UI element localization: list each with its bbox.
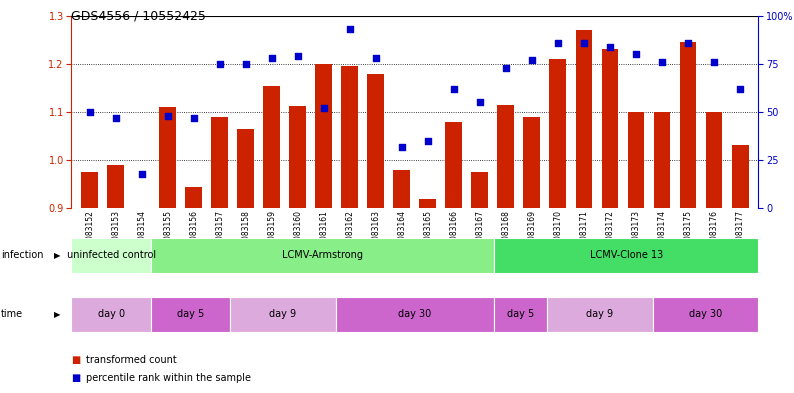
- Point: [214, 61, 226, 67]
- Bar: [264, 86, 280, 393]
- Bar: [151, 297, 230, 332]
- Text: day 30: day 30: [689, 309, 722, 320]
- Bar: [237, 129, 254, 393]
- Bar: [472, 172, 488, 393]
- Point: [630, 51, 642, 57]
- Bar: [706, 112, 723, 393]
- Point: [499, 64, 512, 71]
- Bar: [160, 107, 176, 393]
- Bar: [547, 297, 653, 332]
- Point: [656, 59, 669, 65]
- Bar: [549, 59, 566, 393]
- Bar: [185, 187, 202, 393]
- Point: [344, 26, 357, 32]
- Bar: [602, 50, 619, 393]
- Bar: [71, 238, 151, 273]
- Text: time: time: [1, 309, 23, 320]
- Text: day 9: day 9: [586, 309, 613, 320]
- Point: [369, 55, 382, 61]
- Bar: [107, 165, 124, 393]
- Bar: [133, 208, 150, 393]
- Text: infection: infection: [1, 250, 44, 261]
- Point: [448, 86, 461, 92]
- Bar: [680, 42, 696, 393]
- Point: [603, 43, 616, 50]
- Text: percentile rank within the sample: percentile rank within the sample: [86, 373, 251, 383]
- Point: [682, 40, 695, 46]
- Text: transformed count: transformed count: [86, 354, 176, 365]
- Point: [395, 143, 408, 150]
- Point: [161, 113, 174, 119]
- Text: ▶: ▶: [54, 251, 60, 260]
- Bar: [419, 198, 437, 393]
- Bar: [368, 74, 384, 393]
- Bar: [151, 238, 494, 273]
- Bar: [498, 105, 515, 393]
- Text: LCMV-Armstrong: LCMV-Armstrong: [282, 250, 363, 261]
- Bar: [494, 238, 758, 273]
- Point: [473, 99, 486, 105]
- Text: ■: ■: [71, 354, 81, 365]
- Bar: [81, 172, 98, 393]
- Bar: [315, 64, 332, 393]
- Bar: [445, 122, 462, 393]
- Bar: [494, 297, 547, 332]
- Point: [422, 138, 434, 144]
- Bar: [627, 112, 645, 393]
- Bar: [230, 297, 336, 332]
- Bar: [731, 145, 749, 393]
- Point: [135, 171, 148, 177]
- Bar: [289, 106, 306, 393]
- Bar: [523, 117, 541, 393]
- Point: [734, 86, 746, 92]
- Point: [552, 40, 565, 46]
- Text: GDS4556 / 10552425: GDS4556 / 10552425: [71, 10, 206, 23]
- Text: LCMV-Clone 13: LCMV-Clone 13: [590, 250, 663, 261]
- Text: uninfected control: uninfected control: [67, 250, 156, 261]
- Point: [240, 61, 252, 67]
- Bar: [341, 66, 358, 393]
- Point: [707, 59, 720, 65]
- Point: [526, 57, 538, 63]
- Point: [187, 115, 200, 121]
- Text: day 30: day 30: [399, 309, 431, 320]
- Point: [577, 40, 590, 46]
- Bar: [393, 170, 410, 393]
- Text: day 5: day 5: [507, 309, 534, 320]
- Text: ■: ■: [71, 373, 81, 383]
- Bar: [211, 117, 228, 393]
- Point: [291, 53, 304, 59]
- Text: day 0: day 0: [98, 309, 125, 320]
- Bar: [653, 112, 670, 393]
- Point: [318, 105, 330, 111]
- Bar: [653, 297, 758, 332]
- Bar: [71, 297, 151, 332]
- Point: [83, 109, 96, 115]
- Point: [265, 55, 278, 61]
- Text: day 5: day 5: [177, 309, 204, 320]
- Text: ▶: ▶: [54, 310, 60, 319]
- Text: day 9: day 9: [269, 309, 296, 320]
- Point: [110, 115, 122, 121]
- Bar: [336, 297, 494, 332]
- Bar: [576, 30, 592, 393]
